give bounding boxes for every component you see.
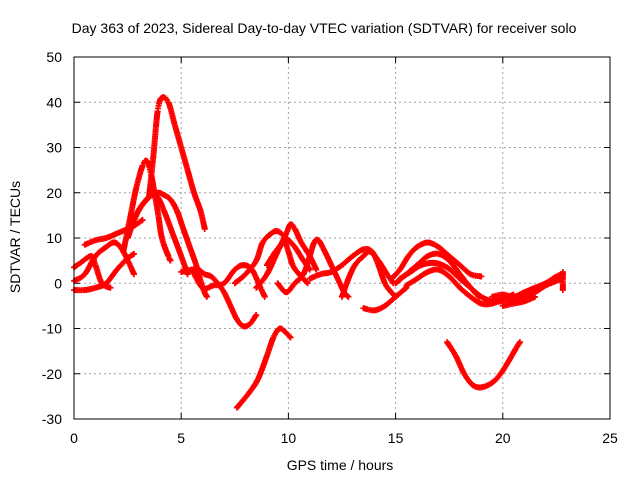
series-arc-12: [231, 227, 313, 287]
series-arc-23: [444, 339, 523, 391]
series-arc-13: [253, 221, 320, 291]
y-tick-label: -20: [42, 366, 62, 382]
series-arc-15: [274, 236, 352, 300]
data-point: [345, 293, 352, 300]
series-arc-21: [396, 259, 506, 305]
x-tick-label: 0: [70, 430, 78, 446]
data-point: [167, 257, 174, 264]
data-point: [559, 268, 566, 275]
data-point: [516, 339, 523, 346]
x-tick-label: 10: [281, 430, 297, 446]
x-tick-label: 15: [388, 430, 404, 446]
series-arc-14: [263, 239, 311, 287]
series-arc-2: [71, 253, 114, 291]
x-tick-label: 25: [602, 430, 618, 446]
data-point: [287, 334, 294, 341]
series-arc-11: [233, 325, 294, 411]
data-point: [107, 284, 114, 291]
y-axis-label: SDTVAR / TECUs: [7, 181, 23, 293]
series-arc-19: [388, 239, 485, 282]
series-arc-17: [339, 248, 397, 300]
series-arc-8: [135, 191, 191, 278]
data-point: [261, 293, 268, 300]
y-tick-label: 20: [46, 185, 62, 201]
data-point: [203, 293, 210, 300]
y-tick-label: -30: [42, 411, 62, 427]
y-tick-label: 40: [46, 94, 62, 110]
y-tick-label: -10: [42, 321, 62, 337]
data-point: [131, 271, 138, 278]
y-tick-label: 10: [46, 230, 62, 246]
data-point: [131, 250, 138, 257]
y-tick-label: 50: [46, 49, 62, 65]
x-tick-label: 5: [177, 430, 185, 446]
tick-labels: 0 5 10 15 20 25 -30 -20 -10 0 10 20 30 40 50: [42, 49, 618, 446]
y-tick-label: 30: [46, 140, 62, 156]
series-arc-10: [188, 262, 268, 300]
data-point: [201, 225, 208, 232]
data-marks: [71, 94, 566, 411]
series-arc-7: [146, 94, 208, 232]
chart-title: Day 363 of 2023, Sidereal Day-to-day VTE…: [72, 20, 577, 36]
data-point: [478, 273, 485, 280]
series-arc-26: [499, 293, 538, 309]
series-arc-18: [360, 284, 410, 314]
data-point: [531, 293, 538, 300]
series-arc-27: [559, 268, 566, 294]
x-tick-label: 20: [495, 430, 511, 446]
data-point: [304, 280, 311, 287]
x-axis-label: GPS time / hours: [287, 457, 394, 473]
data-point: [139, 216, 146, 223]
y-tick-label: 0: [54, 275, 62, 291]
data-point: [313, 266, 320, 273]
data-point: [253, 311, 260, 318]
grid-lines: [74, 57, 610, 419]
plot-frame: [73, 56, 611, 420]
